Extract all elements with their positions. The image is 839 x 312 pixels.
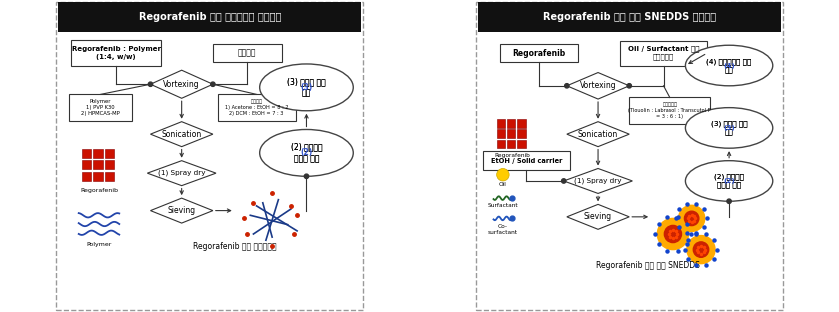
Text: Regorafenib 봉입 고체 SNEDDS: Regorafenib 봉입 고체 SNEDDS bbox=[596, 261, 700, 270]
FancyBboxPatch shape bbox=[71, 40, 161, 66]
Text: (4) 나노에멀전 특성
분석: (4) 나노에멀전 특성 분석 bbox=[706, 58, 752, 73]
Text: Regorafenib: Regorafenib bbox=[80, 188, 118, 193]
FancyBboxPatch shape bbox=[56, 2, 363, 310]
Text: (2) 제조수율
봉입률 평가: (2) 제조수율 봉입률 평가 bbox=[290, 143, 322, 163]
FancyBboxPatch shape bbox=[82, 160, 91, 169]
Text: (3) 물리적 특성
분석: (3) 물리적 특성 분석 bbox=[711, 120, 748, 135]
Circle shape bbox=[565, 84, 569, 88]
Circle shape bbox=[627, 84, 632, 88]
Text: (3): (3) bbox=[723, 125, 735, 131]
Text: Vortexing: Vortexing bbox=[164, 80, 200, 89]
Circle shape bbox=[657, 218, 689, 250]
Polygon shape bbox=[150, 70, 213, 98]
FancyBboxPatch shape bbox=[476, 2, 783, 310]
Text: Sieving: Sieving bbox=[168, 206, 195, 215]
Text: (4): (4) bbox=[723, 62, 735, 69]
FancyBboxPatch shape bbox=[217, 94, 295, 121]
Text: (3): (3) bbox=[300, 83, 313, 92]
Text: EtOH / Solid carrier: EtOH / Solid carrier bbox=[491, 158, 562, 164]
Text: Co-
surfactant: Co- surfactant bbox=[488, 224, 518, 235]
Text: (2) 제조수율
봉입률 평가: (2) 제조수율 봉입률 평가 bbox=[714, 173, 744, 188]
FancyBboxPatch shape bbox=[82, 149, 91, 158]
Text: Sonication: Sonication bbox=[162, 130, 202, 139]
Ellipse shape bbox=[685, 108, 773, 148]
FancyBboxPatch shape bbox=[93, 149, 102, 158]
Text: (1) Spray dry: (1) Spray dry bbox=[158, 170, 206, 176]
FancyBboxPatch shape bbox=[70, 94, 132, 121]
Polygon shape bbox=[567, 122, 629, 147]
Circle shape bbox=[727, 199, 732, 203]
Text: (4) 나노에멀전 특성
분석: (4) 나노에멀전 특성 분석 bbox=[706, 58, 752, 73]
FancyBboxPatch shape bbox=[517, 119, 526, 128]
Text: Vortexing: Vortexing bbox=[580, 81, 617, 90]
FancyBboxPatch shape bbox=[82, 172, 91, 181]
Polygon shape bbox=[150, 122, 213, 147]
Text: Polymer: Polymer bbox=[86, 242, 112, 247]
Text: Regorafenib 봉입 고체 SNEDDS 제조공정: Regorafenib 봉입 고체 SNEDDS 제조공정 bbox=[543, 12, 716, 22]
Text: Sonication: Sonication bbox=[578, 130, 618, 139]
Polygon shape bbox=[564, 168, 633, 193]
FancyBboxPatch shape bbox=[105, 172, 114, 181]
Circle shape bbox=[305, 174, 309, 178]
FancyBboxPatch shape bbox=[482, 151, 570, 170]
Circle shape bbox=[685, 211, 699, 226]
FancyBboxPatch shape bbox=[507, 129, 515, 138]
Text: Oil: Oil bbox=[499, 182, 507, 187]
FancyBboxPatch shape bbox=[497, 119, 505, 128]
Text: 나노에멀전
(Tlouolin : Labrasol : Transcutol P
= 3 : 6 : 1): 나노에멀전 (Tlouolin : Labrasol : Transcutol … bbox=[628, 102, 711, 119]
Text: Oil / Surfactant 혼합
나노에멀전: Oil / Surfactant 혼합 나노에멀전 bbox=[628, 46, 700, 61]
FancyBboxPatch shape bbox=[497, 129, 505, 138]
Circle shape bbox=[561, 179, 566, 183]
FancyBboxPatch shape bbox=[497, 140, 505, 148]
Text: (3) 물리적 특성
분석: (3) 물리적 특성 분석 bbox=[287, 77, 326, 97]
Text: Regorafenib: Regorafenib bbox=[494, 154, 530, 158]
Polygon shape bbox=[150, 198, 213, 223]
Circle shape bbox=[149, 82, 153, 86]
FancyBboxPatch shape bbox=[517, 140, 526, 148]
Text: Regorafenib: Regorafenib bbox=[512, 49, 565, 57]
FancyBboxPatch shape bbox=[213, 44, 282, 62]
FancyBboxPatch shape bbox=[93, 172, 102, 181]
Ellipse shape bbox=[685, 45, 773, 86]
Circle shape bbox=[679, 205, 705, 232]
FancyBboxPatch shape bbox=[500, 44, 578, 62]
FancyBboxPatch shape bbox=[507, 119, 515, 128]
Text: (2): (2) bbox=[300, 149, 313, 157]
FancyBboxPatch shape bbox=[507, 140, 515, 148]
Circle shape bbox=[211, 82, 215, 86]
Circle shape bbox=[687, 236, 715, 264]
Text: (2) 제조수율
봉입률 평가: (2) 제조수율 봉입률 평가 bbox=[290, 143, 322, 163]
Circle shape bbox=[497, 168, 509, 181]
FancyBboxPatch shape bbox=[105, 149, 114, 158]
FancyBboxPatch shape bbox=[105, 160, 114, 169]
Ellipse shape bbox=[685, 161, 773, 201]
Text: 유기용매: 유기용매 bbox=[238, 49, 257, 57]
Circle shape bbox=[664, 225, 681, 243]
Text: Regorafenib : Polymer
(1:4, w/w): Regorafenib : Polymer (1:4, w/w) bbox=[71, 46, 160, 60]
FancyBboxPatch shape bbox=[478, 2, 780, 32]
Ellipse shape bbox=[259, 64, 353, 111]
FancyBboxPatch shape bbox=[620, 41, 707, 66]
Circle shape bbox=[693, 242, 709, 257]
Polygon shape bbox=[148, 161, 216, 186]
FancyBboxPatch shape bbox=[517, 129, 526, 138]
Polygon shape bbox=[567, 73, 629, 99]
FancyBboxPatch shape bbox=[93, 160, 102, 169]
Polygon shape bbox=[567, 204, 629, 229]
Text: Regorafenib 봉입 고체분산체: Regorafenib 봉입 고체분산체 bbox=[193, 242, 277, 251]
Text: (1) Spray dry: (1) Spray dry bbox=[575, 178, 622, 184]
Text: Surfactant: Surfactant bbox=[487, 203, 519, 208]
FancyBboxPatch shape bbox=[629, 97, 711, 124]
Text: (3) 물리적 특성
분석: (3) 물리적 특성 분석 bbox=[711, 120, 748, 135]
FancyBboxPatch shape bbox=[59, 2, 361, 32]
Text: (3) 물리적 특성
분석: (3) 물리적 특성 분석 bbox=[287, 77, 326, 97]
Text: 유기용매
1) Acetone : EtOH = 8 : 2
2) DCM : EtOH = 7 : 3: 유기용매 1) Acetone : EtOH = 8 : 2 2) DCM : … bbox=[225, 99, 289, 116]
Text: (2): (2) bbox=[723, 178, 735, 184]
Ellipse shape bbox=[259, 129, 353, 176]
Text: Sieving: Sieving bbox=[584, 212, 612, 221]
Text: (2) 제조수율
봉입률 평가: (2) 제조수율 봉입률 평가 bbox=[714, 173, 744, 188]
Text: Polymer
1) PVP K30
2) HPMCAS-MP: Polymer 1) PVP K30 2) HPMCAS-MP bbox=[81, 99, 120, 116]
Text: Regorafenib 봉입 고체분산체 제조공정: Regorafenib 봉입 고체분산체 제조공정 bbox=[138, 12, 281, 22]
